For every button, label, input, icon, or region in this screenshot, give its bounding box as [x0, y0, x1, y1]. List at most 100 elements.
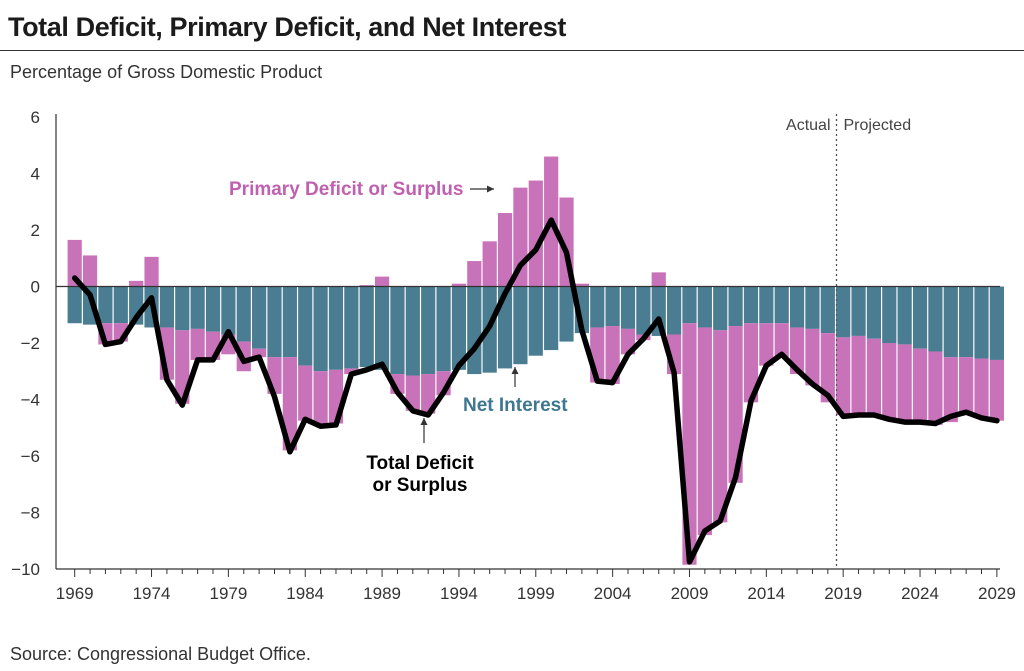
primary-deficit-bar-2029: [989, 359, 1004, 421]
primary-deficit-bar-2019: [836, 337, 851, 416]
axes-layer: 6 4 2 0 −2 −4 −6 −8 −10 1969 1974 1979 1984 1989 1994 1…: [11, 108, 1016, 603]
y-tick-label: −2: [21, 334, 40, 353]
net-interest-bar-2018: [820, 286, 835, 334]
x-tick-label: 2009: [671, 584, 709, 603]
primary-deficit-bar-2011: [713, 330, 728, 523]
chart-title: Total Deficit, Primary Deficit, and Net …: [8, 12, 566, 42]
primary-deficit-bar-2024: [912, 348, 928, 423]
net-interest-bar-2016: [789, 286, 805, 328]
total-annotation-arrow-head: [420, 418, 428, 425]
net-interest-bar-2028: [974, 286, 989, 359]
primary-deficit-bar-2021: [866, 338, 882, 416]
primary-deficit-bar-2017: [805, 328, 820, 386]
x-tick-label: 2019: [824, 584, 862, 603]
total-deficit-line: [71, 217, 1000, 565]
net-interest-bar-1979: [221, 286, 236, 335]
x-tick-label: 2004: [594, 584, 632, 603]
net-interest-bar-2015: [774, 286, 789, 324]
primary-deficit-bar-1991: [405, 375, 420, 411]
y-tick-label: −4: [21, 391, 40, 410]
y-tick-label: 2: [31, 221, 40, 240]
net-interest-bar-2000: [544, 286, 559, 351]
total-deficit-annotation-line2: or Surplus: [372, 475, 467, 496]
x-tick-label: 1984: [286, 584, 324, 603]
projected-label: Projected: [844, 117, 912, 134]
primary-deficit-bar-1976: [175, 330, 190, 404]
x-tick-label: 1979: [209, 584, 247, 603]
net-interest-bar-2011: [713, 286, 728, 331]
x-tick-label: 1999: [517, 584, 555, 603]
net-interest-bar-1995: [467, 286, 482, 375]
net-interest-bar-2006: [636, 286, 651, 335]
primary-deficit-bar-2026: [943, 357, 958, 423]
primary-deficit-bar-1983: [282, 357, 297, 451]
total-line-layer: [71, 217, 1000, 565]
net-interest-bar-1971: [98, 286, 113, 324]
actual-label: Actual: [786, 117, 830, 134]
y-tick-label: −6: [21, 447, 40, 466]
chart-subtitle: Percentage of Gross Domestic Product: [10, 62, 323, 82]
primary-deficit-bar-1994: [451, 283, 467, 287]
primary-deficit-bar-2010: [697, 327, 712, 536]
net-interest-bar-2013: [743, 286, 759, 324]
net-interest-bar-1969: [67, 286, 82, 324]
primary-deficit-bar-1985: [313, 371, 328, 425]
x-tick-label: 2029: [978, 584, 1016, 603]
net-interest-bar-2026: [943, 286, 958, 358]
net-interest-bar-2008: [667, 286, 682, 335]
net-interest-bar-1991: [405, 286, 420, 376]
primary-deficit-bar-1970: [82, 255, 98, 287]
net-interest-bar-1993: [436, 286, 451, 372]
y-tick-label: 6: [31, 108, 40, 127]
x-tick-label: 1989: [363, 584, 401, 603]
primary-deficit-bar-1996: [482, 241, 497, 287]
primary-deficit-bar-2020: [851, 335, 866, 416]
net-interest-bar-2020: [851, 286, 866, 336]
net-interest-bar-1990: [390, 286, 405, 375]
net-interest-bar-1984: [298, 286, 313, 366]
primary-deficit-bar-2025: [928, 351, 943, 425]
net-interest-bar-1986: [328, 286, 344, 370]
net-interest-bar-2024: [912, 286, 928, 349]
net-interest-annotation: Net Interest: [463, 395, 568, 416]
net-interest-bar-2029: [989, 286, 1004, 360]
net-interest-bar-1992: [421, 286, 436, 375]
net-interest-bar-2017: [805, 286, 820, 329]
net-interest-bar-2027: [959, 286, 974, 358]
primary-deficit-bar-1969: [67, 239, 82, 287]
x-tick-label: 2014: [747, 584, 785, 603]
primary-deficit-bar-2023: [897, 344, 912, 423]
x-tick-label: 2024: [901, 584, 939, 603]
net-interest-bar-1988: [359, 286, 374, 368]
net-interest-bar-1987: [344, 286, 359, 369]
net-interest-bar-2014: [759, 286, 774, 324]
primary-deficit-bar-2004: [605, 326, 620, 384]
net-interest-bar-1985: [313, 286, 328, 372]
source-note: Source: Congressional Budget Office.: [10, 644, 311, 664]
primary-deficit-bar-2013: [743, 323, 759, 403]
primary-deficit-bar-2007: [651, 272, 666, 287]
net-interest-bar-2003: [590, 286, 605, 328]
net-interest-bar-2025: [928, 286, 943, 352]
deficit-chart: 6 4 2 0 −2 −4 −6 −8 −10 1969 1974 1979 1984 1989 1994 1…: [11, 108, 1016, 603]
primary-deficit-bar-1988: [359, 285, 374, 287]
primary-deficit-bar-1995: [467, 261, 482, 287]
primary-deficit-bar-2022: [882, 343, 897, 420]
net-interest-bar-1998: [513, 286, 528, 365]
primary-deficit-bar-2018: [820, 333, 835, 403]
net-interest-bar-1989: [374, 286, 390, 370]
primary-deficit-bar-2027: [959, 357, 974, 413]
primary-deficit-bar-1997: [497, 213, 513, 287]
net-interest-bar-1976: [175, 286, 190, 331]
primary-deficit-bar-2014: [759, 323, 774, 366]
y-tick-label: −10: [11, 560, 40, 579]
net-interest-bar-2005: [620, 286, 636, 329]
primary-deficit-bar-2015: [774, 323, 789, 358]
y-tick-label: 4: [31, 165, 40, 184]
net-interest-bar-2010: [697, 286, 712, 328]
primary-annotation-arrow-head: [487, 185, 494, 193]
primary-deficit-bar-1974: [144, 256, 159, 287]
primary-deficit-bar-1992: [421, 374, 436, 414]
net-interest-bar-1975: [159, 286, 175, 328]
primary-deficit-bar-2012: [728, 326, 743, 483]
